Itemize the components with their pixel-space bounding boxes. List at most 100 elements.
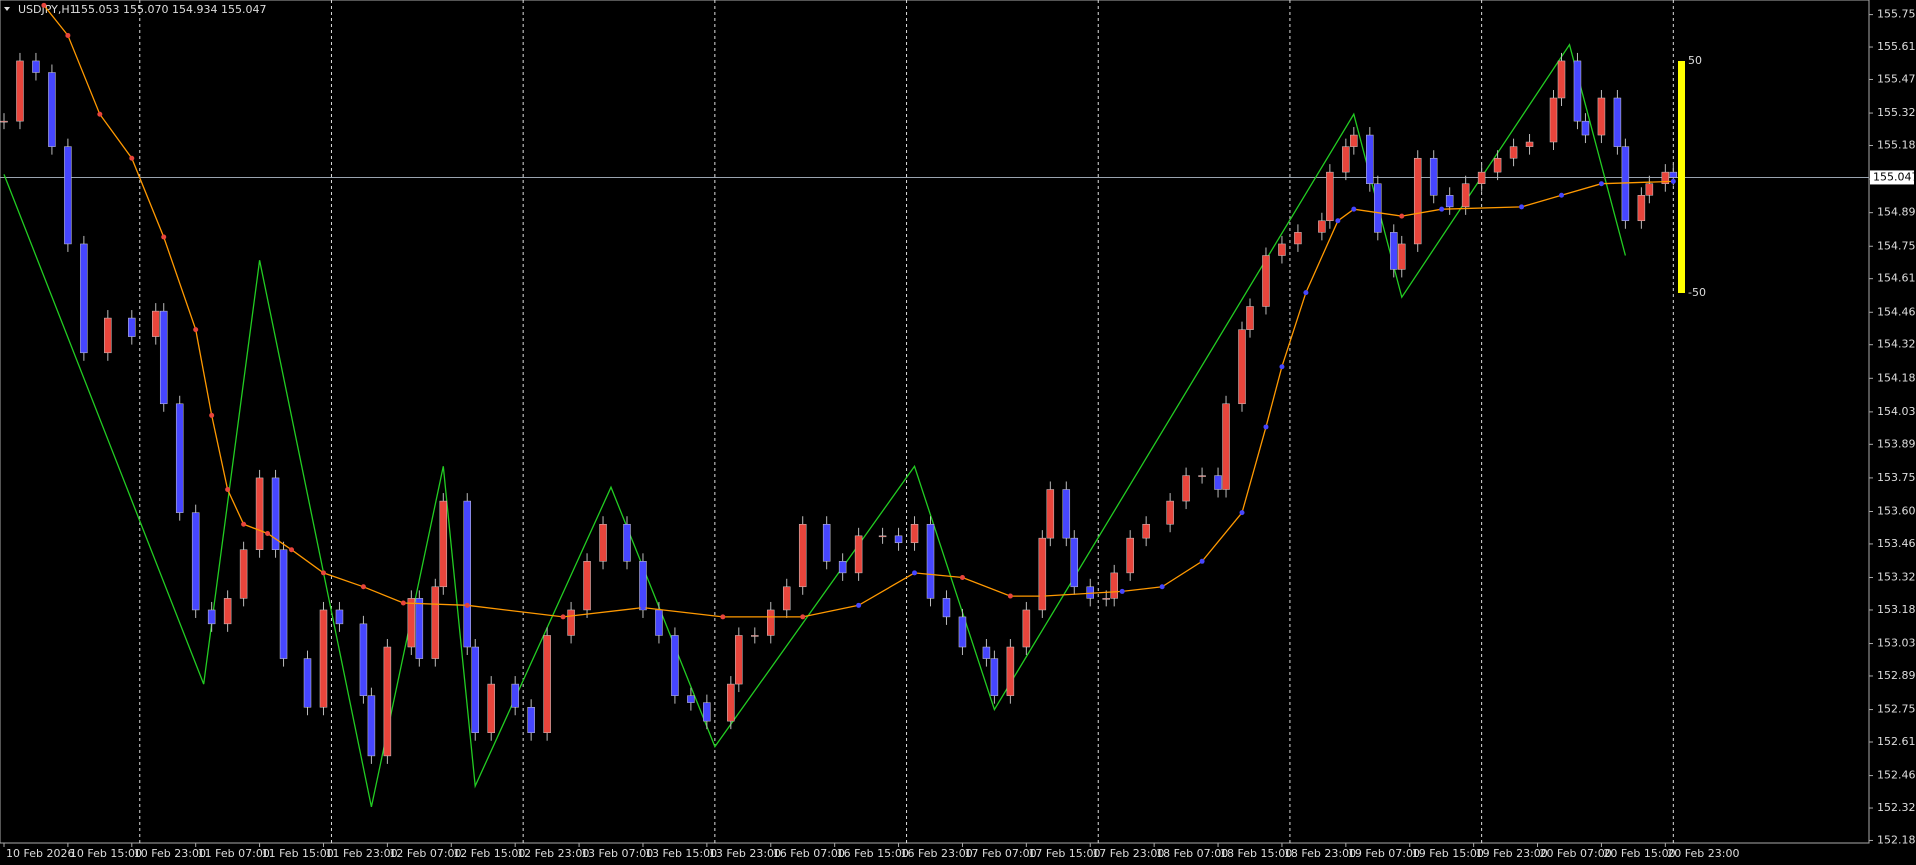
candle-body xyxy=(303,658,312,708)
ma-dot xyxy=(1399,213,1405,219)
ma-dot xyxy=(720,614,726,620)
candle-body xyxy=(655,609,663,636)
ma-dot xyxy=(1335,218,1341,224)
ma-dot xyxy=(640,605,646,611)
candle-body xyxy=(1214,475,1222,490)
candle-body xyxy=(1445,195,1454,208)
y-tick-label: 153.895 xyxy=(1877,437,1916,450)
x-tick-label: 10 Feb 23:00 xyxy=(134,847,206,860)
candle-body xyxy=(798,523,807,588)
ma-dot xyxy=(360,584,366,590)
candle-body xyxy=(926,523,935,599)
y-tick-label: 155.470 xyxy=(1877,72,1916,85)
y-tick-label: 153.035 xyxy=(1877,637,1916,650)
candle-body xyxy=(1613,97,1622,147)
candle-body xyxy=(239,549,248,599)
candle-body xyxy=(1038,537,1047,611)
y-tick-label: 152.185 xyxy=(1877,833,1916,846)
ma-dot xyxy=(1263,424,1269,430)
candle-body xyxy=(1350,134,1358,147)
gauge-bottom-label: -50 xyxy=(1688,286,1706,299)
candle-body xyxy=(1477,171,1486,184)
ma-dot xyxy=(225,486,231,492)
ma-dot xyxy=(1159,584,1165,590)
x-tick-label: 18 Feb 07:00 xyxy=(1156,847,1228,860)
candle-body xyxy=(471,646,479,733)
candle-body xyxy=(64,146,72,245)
candle-body xyxy=(128,317,136,337)
candle-body xyxy=(415,598,424,659)
y-tick-label: 154.465 xyxy=(1877,305,1916,318)
last-price-box xyxy=(1870,170,1914,185)
ma-dot xyxy=(959,575,965,581)
candle-body xyxy=(942,598,951,618)
candle-body xyxy=(223,598,232,625)
candle-body xyxy=(1493,157,1502,173)
ma-dot xyxy=(1199,558,1205,564)
ma-dot xyxy=(1119,588,1125,594)
candle-body xyxy=(543,635,551,733)
candle-body xyxy=(359,623,368,696)
candle-body xyxy=(32,60,40,73)
ma-dot xyxy=(1303,290,1309,296)
ma-dot xyxy=(1670,178,1676,184)
y-tick-label: 152.325 xyxy=(1877,801,1916,814)
ma-dot xyxy=(1239,510,1245,516)
ma-dot xyxy=(209,412,215,418)
candle-body xyxy=(822,523,831,562)
candle-body xyxy=(1661,171,1670,184)
gauge-top-label: 50 xyxy=(1688,54,1702,67)
candle-body xyxy=(1374,183,1382,233)
candle-body xyxy=(1645,183,1654,196)
y-tick-label: 154.610 xyxy=(1877,272,1916,285)
ma-dot xyxy=(464,602,470,608)
candle-body xyxy=(583,561,591,611)
candle-body xyxy=(1525,141,1534,147)
y-tick-label: 153.180 xyxy=(1877,603,1916,616)
candle-body xyxy=(1637,195,1646,222)
candle-body xyxy=(271,477,280,550)
candle-body xyxy=(1669,171,1678,178)
candle-body xyxy=(1294,232,1302,245)
x-tick-label: 17 Feb 23:00 xyxy=(1092,847,1164,860)
candle-body xyxy=(1278,243,1286,256)
y-tick-label: 154.750 xyxy=(1877,239,1916,252)
ma-dot xyxy=(241,521,247,527)
x-tick-label: 16 Feb 15:00 xyxy=(837,847,909,860)
candle-body xyxy=(175,403,184,513)
candle-body xyxy=(1262,255,1270,307)
candle-body xyxy=(1413,157,1422,245)
candle-body xyxy=(1366,134,1374,184)
x-tick-label: 20 Feb 07:00 xyxy=(1540,847,1612,860)
candle-body xyxy=(1429,157,1438,196)
x-tick-label: 17 Feb 15:00 xyxy=(1028,847,1100,860)
candle-body xyxy=(1182,475,1190,502)
candle-body xyxy=(335,609,344,625)
x-tick-label: 13 Feb 23:00 xyxy=(709,847,781,860)
candle-body xyxy=(1046,489,1055,539)
candle-body xyxy=(735,635,743,685)
candle-body xyxy=(1597,97,1606,136)
candle-body xyxy=(48,72,56,147)
candle-body xyxy=(990,658,999,696)
ma-dot xyxy=(1351,206,1357,212)
candle-body xyxy=(1062,489,1071,539)
ma-dot xyxy=(41,2,47,8)
x-tick-label: 12 Feb 15:00 xyxy=(453,847,525,860)
candle-body xyxy=(383,646,392,757)
y-tick-label: 155.610 xyxy=(1877,40,1916,53)
y-tick-label: 153.605 xyxy=(1877,504,1916,517)
candle-body xyxy=(527,706,535,733)
candle-body xyxy=(599,523,607,562)
y-tick-label: 152.465 xyxy=(1877,769,1916,782)
x-tick-label: 13 Feb 07:00 xyxy=(581,847,653,860)
candle-body xyxy=(1509,146,1518,159)
y-tick-label: 154.180 xyxy=(1877,371,1916,384)
candle-body xyxy=(1102,598,1110,600)
ma-dot xyxy=(129,155,135,161)
last-price-label: 155.047 xyxy=(1873,170,1916,183)
candle-body xyxy=(152,310,160,337)
candle-body xyxy=(1390,232,1398,270)
